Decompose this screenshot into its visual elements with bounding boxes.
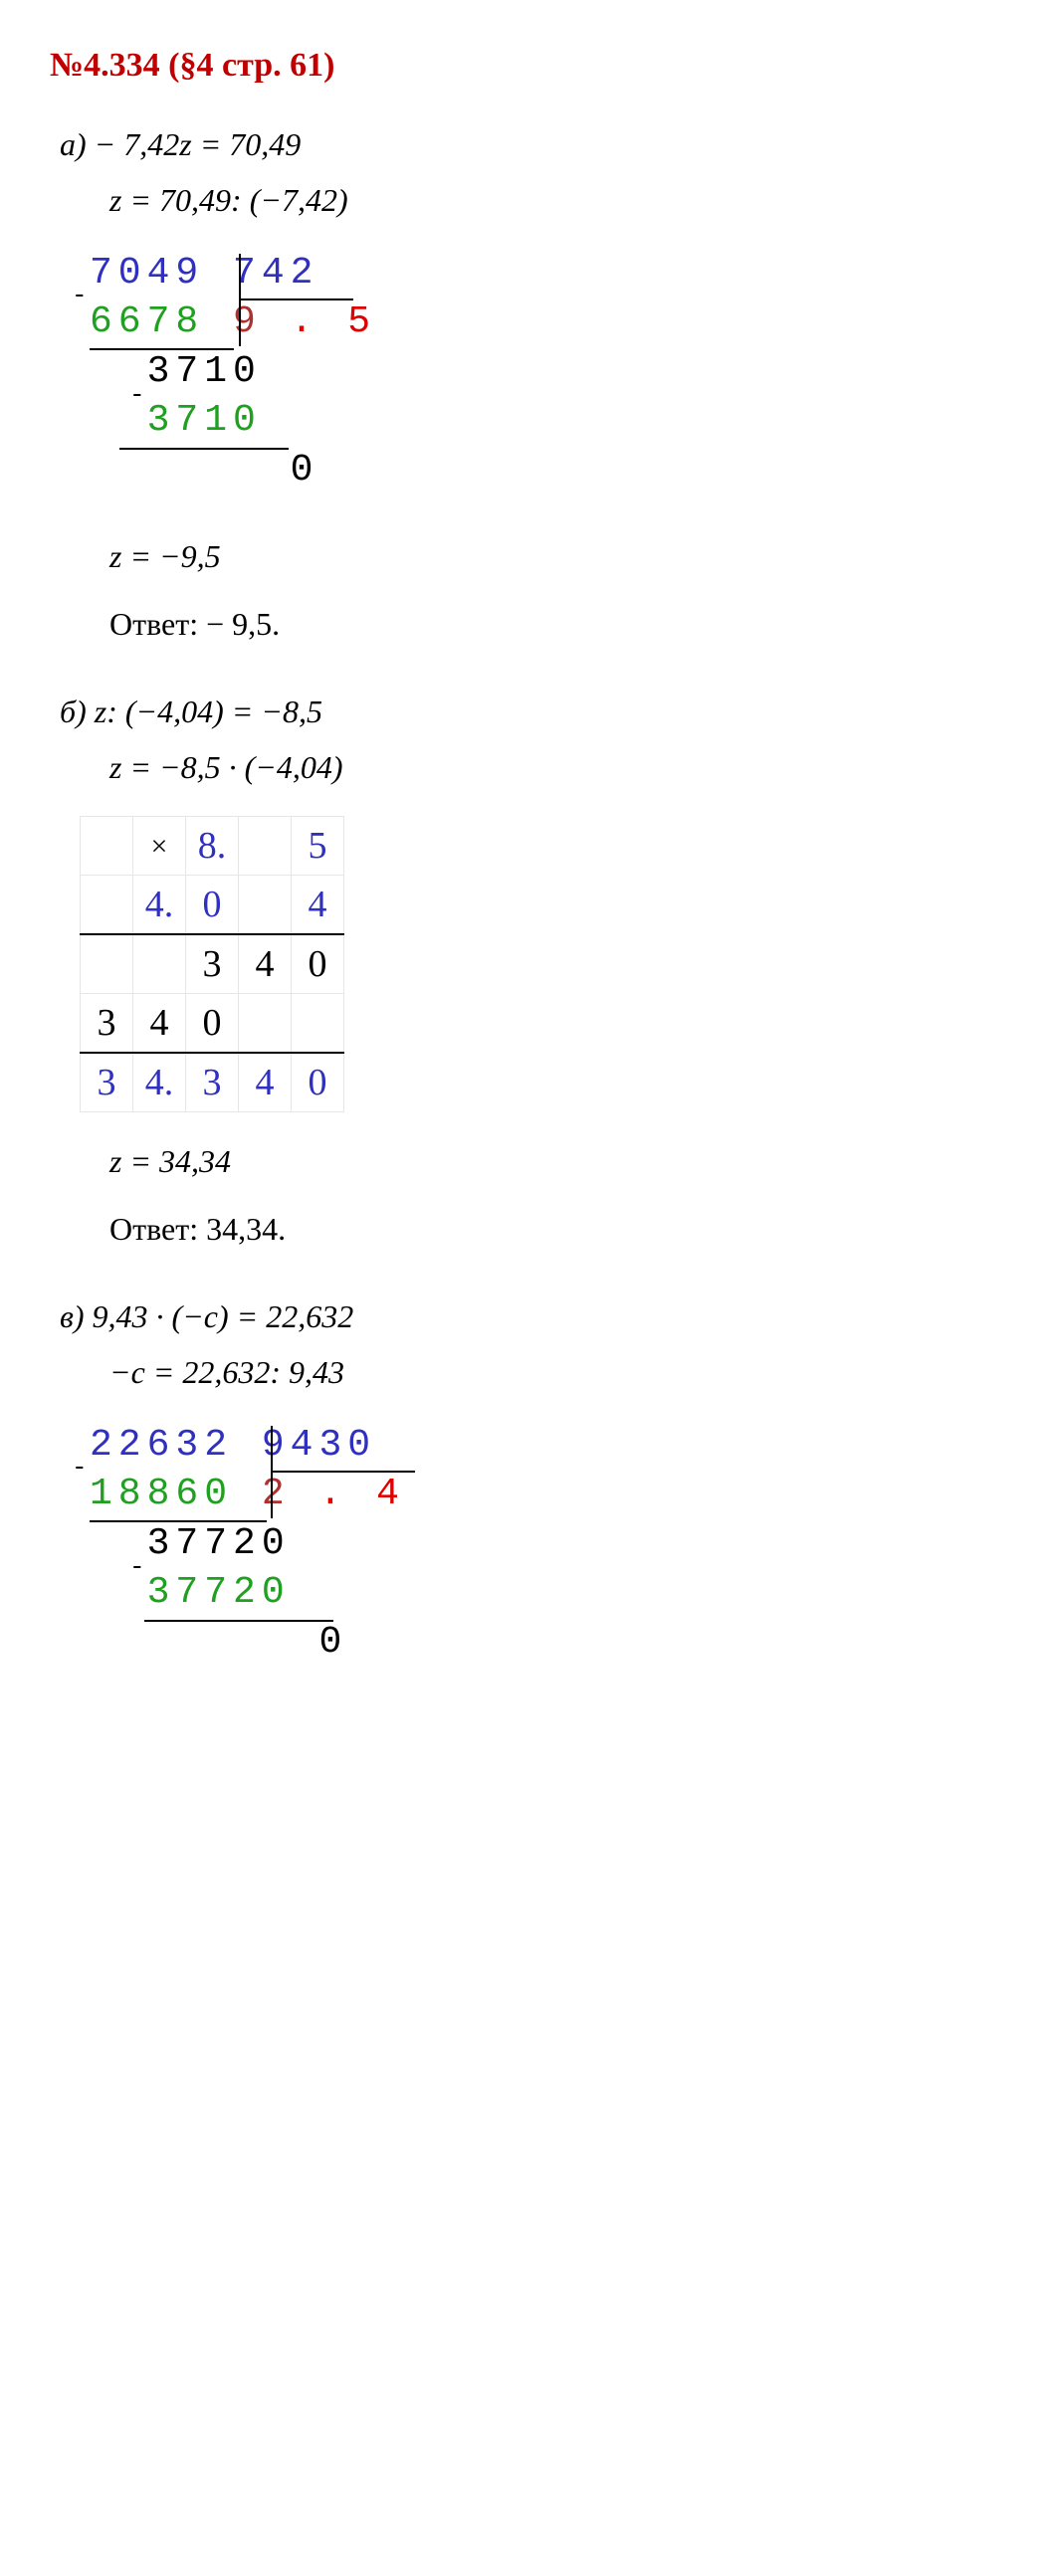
mult-sum-1: 4. <box>133 1053 186 1112</box>
mult-op2-2 <box>239 876 292 935</box>
part-b-eq2: z = −8,5 · (−4,04) <box>109 743 1004 791</box>
ld-c-divisor: 9430 <box>262 1424 376 1467</box>
ld-c-qwhole: 2 <box>262 1473 291 1515</box>
ld-c-hline2 <box>144 1620 333 1622</box>
ld-c-sub2: 37720 <box>147 1571 291 1614</box>
part-c-eq1: 9,43 · (−c) = 22,632 <box>93 1298 354 1334</box>
mult-sum-2: 3 <box>186 1053 239 1112</box>
mult-p2-1: 4 <box>133 994 186 1054</box>
mult-sum-4: 0 <box>292 1053 344 1112</box>
part-a-eq1: − 7,42z = 70,49 <box>95 126 302 162</box>
ld-a-divisor: 742 <box>233 252 318 295</box>
part-a-line1: а) − 7,42z = 70,49 <box>60 120 1004 168</box>
ld-c-qfrac: 4 <box>376 1473 405 1515</box>
part-c-eq2: −c = 22,632: 9,43 <box>109 1348 1004 1396</box>
ld-c-dividend: 22632 <box>90 1424 233 1467</box>
ld-c-qsep: . <box>291 1473 376 1515</box>
exercise-title: №4.334 (§4 стр. 61) <box>50 40 1004 91</box>
mult-p2-0: 3 <box>81 994 133 1054</box>
part-a-answer: Ответ: − 9,5. <box>109 600 1004 648</box>
ld-a-hline1 <box>90 348 234 350</box>
mult-sum-0: 3 <box>81 1053 133 1112</box>
part-c-label: в) <box>60 1298 85 1334</box>
ld-c-rem1: 37720 <box>147 1522 291 1565</box>
mult-cross: × <box>133 817 186 876</box>
part-c-line1: в) 9,43 · (−c) = 22,632 <box>60 1292 1004 1340</box>
mult-op2-3: 4 <box>292 876 344 935</box>
ld-c-rem2: 0 <box>318 1621 347 1664</box>
ld-c-hline1 <box>90 1520 267 1522</box>
part-b-label: б) <box>60 694 87 729</box>
mult-sum-3: 4 <box>239 1053 292 1112</box>
mult-p1-1: 4 <box>239 934 292 994</box>
part-a-longdiv: 7049 742 6678 9 . 5 3710 3710 0 - - <box>90 249 1004 507</box>
mult-op2-0: 4. <box>133 876 186 935</box>
ld-a-minus1: - <box>72 277 94 315</box>
part-a-result: z = −9,5 <box>109 532 1004 580</box>
ld-a-qsep: . <box>262 300 347 343</box>
mult-op1-2: 5 <box>292 817 344 876</box>
mult-op1-1 <box>239 817 292 876</box>
ld-c-minus2: - <box>129 1548 151 1587</box>
part-b-eq1: z: (−4,04) = −8,5 <box>95 694 322 729</box>
ld-a-dividend: 7049 <box>90 252 204 295</box>
part-a-label: а) <box>60 126 87 162</box>
part-b-result: z = 34,34 <box>109 1137 1004 1185</box>
ld-c-sub1: 18860 <box>90 1473 233 1515</box>
ld-c-hline-top <box>271 1471 415 1473</box>
ld-a-sub2: 3710 <box>147 399 262 442</box>
mult-p1-0: 3 <box>186 934 239 994</box>
ld-a-sub1: 6678 <box>90 300 204 343</box>
ld-a-hline2 <box>119 448 289 450</box>
mult-op2-1: 0 <box>186 876 239 935</box>
ld-c-minus1: - <box>72 1449 94 1487</box>
ld-a-rem2: 0 <box>291 449 319 492</box>
ld-a-qfrac: 5 <box>347 300 376 343</box>
part-c-longdiv: 22632 9430 18860 2 . 4 37720 37720 0 - - <box>90 1421 1004 1680</box>
mult-p2-2: 0 <box>186 994 239 1054</box>
part-b-line1: б) z: (−4,04) = −8,5 <box>60 688 1004 735</box>
ld-a-hline-top <box>239 298 353 300</box>
ld-a-rem1: 3710 <box>147 350 262 393</box>
part-a-eq2: z = 70,49: (−7,42) <box>109 176 1004 224</box>
part-b-answer: Ответ: 34,34. <box>109 1205 1004 1253</box>
part-b-mult: × 8. 5 4. 0 4 3 4 0 3 4 0 3 4. <box>80 816 1004 1112</box>
mult-p1-2: 0 <box>292 934 344 994</box>
mult-op1-0: 8. <box>186 817 239 876</box>
ld-a-minus2: - <box>129 376 151 415</box>
ld-a-qwhole: 9 <box>233 300 262 343</box>
